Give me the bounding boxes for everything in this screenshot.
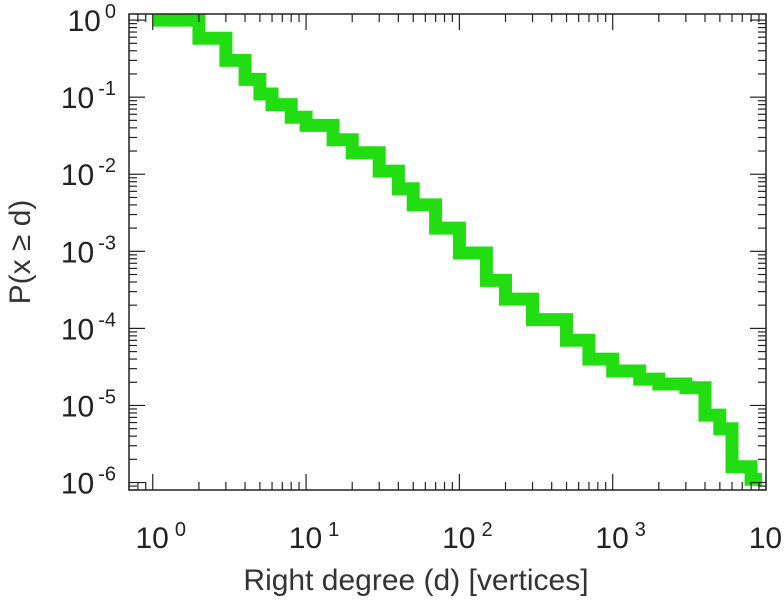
y-tick-exponent: -4 bbox=[98, 309, 116, 331]
y-tick-base: 10 bbox=[61, 468, 94, 501]
y-tick-exponent: -3 bbox=[98, 232, 116, 254]
y-tick-exponent: -5 bbox=[98, 386, 116, 408]
y-tick-label: 10 -4 bbox=[61, 309, 116, 346]
y-tick-exponent: -6 bbox=[98, 464, 116, 486]
x-axis-title: Right degree (d) [vertices] bbox=[243, 564, 588, 597]
x-tick-exponent: 2 bbox=[481, 519, 492, 541]
y-tick-label: 10 -5 bbox=[61, 386, 116, 423]
y-tick-base: 10 bbox=[61, 159, 94, 192]
x-tick-base: 10 bbox=[595, 522, 628, 555]
y-tick-base: 10 bbox=[68, 5, 101, 38]
x-tick-label: 10 3 bbox=[595, 519, 646, 555]
y-tick-base: 10 bbox=[61, 313, 94, 346]
y-tick-label: 10 -2 bbox=[61, 155, 116, 192]
y-tick-base: 10 bbox=[61, 390, 94, 423]
plot-frame bbox=[128, 13, 767, 491]
ticks-layer bbox=[128, 14, 767, 491]
series-layer bbox=[152, 13, 762, 486]
y-tick-exponent: -2 bbox=[98, 155, 116, 177]
tick-labels-layer: 10010110210310410010-110-210-310-410-510… bbox=[61, 1, 784, 555]
ccdf-series-line bbox=[152, 13, 762, 486]
y-tick-base: 10 bbox=[61, 82, 94, 115]
x-tick-label: 10 1 bbox=[289, 519, 340, 555]
y-tick-exponent: 0 bbox=[105, 1, 116, 23]
x-tick-label: 10 2 bbox=[442, 519, 493, 555]
y-tick-label: 10 0 bbox=[68, 1, 117, 38]
y-tick-label: 10 -1 bbox=[61, 78, 116, 115]
x-tick-base: 10 bbox=[749, 522, 782, 555]
x-tick-base: 10 bbox=[289, 522, 322, 555]
x-tick-exponent: 3 bbox=[635, 519, 646, 541]
x-tick-label: 10 0 bbox=[135, 519, 186, 555]
y-tick-label: 10 -3 bbox=[61, 232, 116, 269]
y-axis-title: P(x ≥ d) bbox=[4, 200, 37, 305]
y-tick-exponent: -1 bbox=[98, 78, 116, 100]
x-tick-base: 10 bbox=[135, 522, 168, 555]
y-tick-label: 10 -6 bbox=[61, 464, 116, 501]
y-tick-base: 10 bbox=[61, 236, 94, 269]
x-tick-exponent: 1 bbox=[328, 519, 339, 541]
x-tick-label: 104 bbox=[749, 519, 784, 555]
x-tick-exponent: 0 bbox=[175, 519, 186, 541]
x-tick-base: 10 bbox=[442, 522, 475, 555]
